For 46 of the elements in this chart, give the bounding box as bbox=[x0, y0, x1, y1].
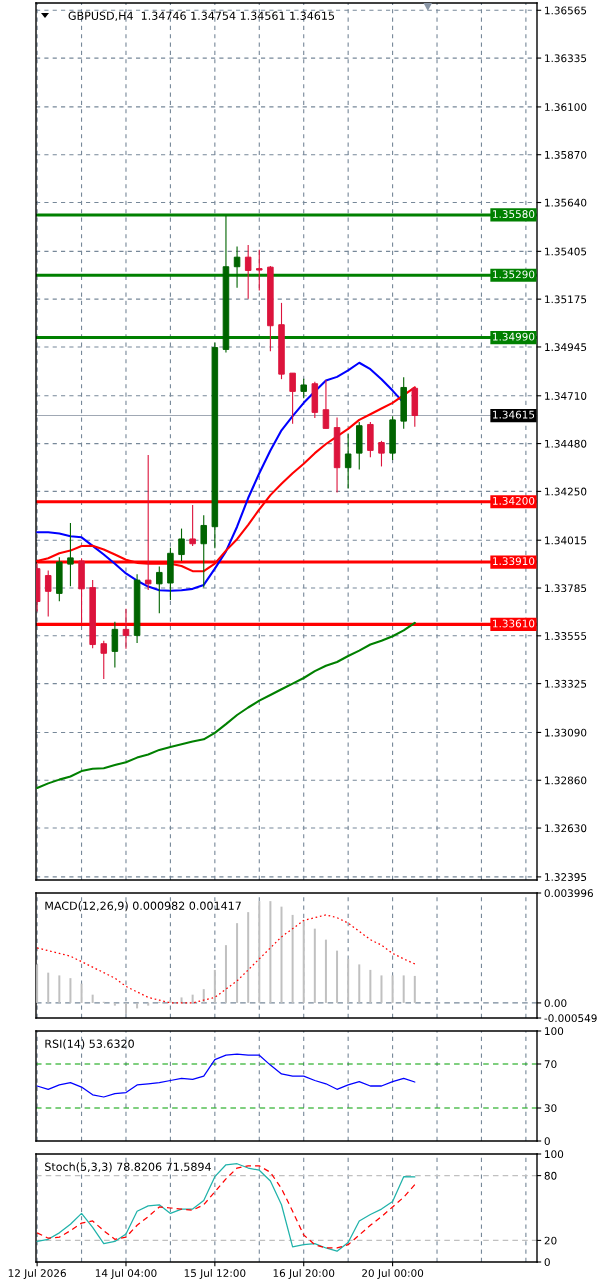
text: GBPUSD,H4 1.34746 1.34754 1.34561 1.34615 bbox=[68, 11, 335, 22]
y-tick-label: -0.000549 bbox=[544, 1014, 597, 1023]
y-tick-label: 1.35870 bbox=[545, 150, 587, 159]
y-tick-label: 100 bbox=[545, 1150, 564, 1159]
ref-line-label: 1.34200 bbox=[493, 496, 535, 505]
x-tick-label: 15 Jul 12:00 bbox=[184, 1268, 246, 1279]
ref-line-label: 1.34990 bbox=[493, 332, 535, 341]
y-tick-label: 0 bbox=[544, 1258, 550, 1267]
y-tick-label: 1.36100 bbox=[545, 103, 587, 112]
y-tick-label: 1.35405 bbox=[545, 247, 587, 256]
y-tick-label: 1.35640 bbox=[545, 198, 587, 207]
ref-line-label: 1.35290 bbox=[493, 270, 535, 279]
y-tick-label: 1.33090 bbox=[545, 728, 587, 737]
y-tick-label: 30 bbox=[544, 1104, 557, 1113]
ref-line-label: 1.33910 bbox=[493, 557, 535, 566]
ref-line-label: 1.33610 bbox=[493, 619, 535, 628]
y-tick-label: 1.34945 bbox=[545, 343, 587, 352]
text: RSI(14) 53.6320 bbox=[45, 1039, 134, 1050]
y-tick-label: 1.34710 bbox=[545, 392, 587, 400]
y-tick-label: 0.003996 bbox=[544, 889, 593, 898]
y-tick-label: 70 bbox=[544, 1060, 557, 1069]
text: MACD(12,26,9) 0.000982 0.001417 bbox=[45, 901, 241, 912]
y-tick-label: 0.00 bbox=[544, 999, 567, 1008]
y-tick-label: 1.36565 bbox=[545, 6, 587, 15]
y-tick-label: 0 bbox=[544, 1137, 550, 1146]
text: Stoch(5,3,3) 78.8206 71.5894 bbox=[45, 1162, 211, 1173]
y-tick-label: 1.34015 bbox=[545, 536, 587, 545]
y-tick-label: 1.34250 bbox=[545, 487, 587, 496]
x-tick-label: 16 Jul 20:00 bbox=[273, 1268, 335, 1279]
y-tick-label: 1.32860 bbox=[545, 776, 587, 785]
y-tick-label: 1.32630 bbox=[545, 824, 587, 833]
y-tick-label: 1.33785 bbox=[545, 584, 587, 593]
y-tick-label: 1.35175 bbox=[545, 295, 587, 304]
ref-line-label: 1.34615 bbox=[493, 410, 535, 419]
y-tick-label: 20 bbox=[544, 1236, 557, 1245]
ref-line-label: 1.35580 bbox=[493, 210, 535, 218]
y-tick-label: 1.36335 bbox=[545, 54, 587, 63]
x-tick-label: 12 Jul 2026 bbox=[8, 1268, 66, 1279]
y-tick-label: 80 bbox=[544, 1171, 557, 1180]
x-tick-label: 14 Jul 04:00 bbox=[95, 1268, 157, 1279]
y-tick-label: 1.33325 bbox=[545, 679, 587, 688]
y-tick-label: 1.32395 bbox=[545, 873, 587, 881]
x-tick-label: 20 Jul 00:00 bbox=[362, 1268, 424, 1279]
y-tick-label: 100 bbox=[545, 1027, 564, 1036]
y-tick-label: 1.33555 bbox=[545, 632, 587, 640]
y-tick-label: 1.34480 bbox=[545, 439, 587, 448]
